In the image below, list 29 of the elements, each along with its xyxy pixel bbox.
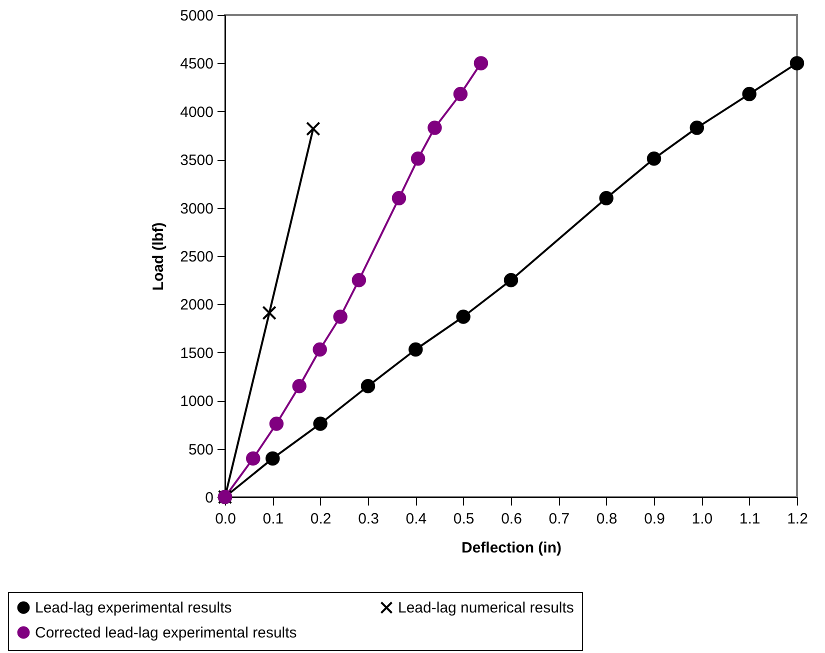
y-tick-label: 2000 <box>180 296 214 314</box>
x-tick-label: 0.8 <box>596 510 618 528</box>
y-tick-label: 1500 <box>180 344 214 362</box>
x-tick-label: 0.4 <box>406 510 427 528</box>
x-tick-label: 0.0 <box>215 510 236 528</box>
x-tick-label: 0.7 <box>548 510 570 528</box>
y-tick-label: 500 <box>188 441 214 458</box>
x-tick-label: 0.2 <box>310 510 332 528</box>
y-tick-label: 5000 <box>180 8 214 24</box>
x-tick-label: 1.0 <box>692 510 713 528</box>
y-tick-label: 0 <box>205 490 214 506</box>
legend-label: Corrected lead-lag experimental results <box>35 624 297 642</box>
y-tick-label: 4000 <box>180 104 214 121</box>
x-tick-label: 1.1 <box>739 510 760 528</box>
y-tick-label: 4500 <box>180 56 214 73</box>
y-tick-label: 3000 <box>180 200 214 218</box>
x-tick-label: 0.3 <box>358 510 379 528</box>
x-tick-label: 0.5 <box>453 510 474 528</box>
legend-label: Lead-lag numerical results <box>398 600 574 617</box>
y-tick-label: 2500 <box>180 248 214 266</box>
x-tick-label: 0.1 <box>262 510 284 528</box>
y-tick-label: 1000 <box>180 393 214 410</box>
x-tick-label: 1.2 <box>787 510 808 528</box>
legend-label: Lead-lag experimental results <box>35 600 232 617</box>
y-axis-title: Load (lbf) <box>150 222 168 291</box>
x-axis-title: Deflection (in) <box>462 540 562 556</box>
x-tick-label: 0.9 <box>644 510 665 528</box>
x-tick-label: 0.6 <box>501 510 522 528</box>
y-tick-label: 3500 <box>180 152 214 170</box>
